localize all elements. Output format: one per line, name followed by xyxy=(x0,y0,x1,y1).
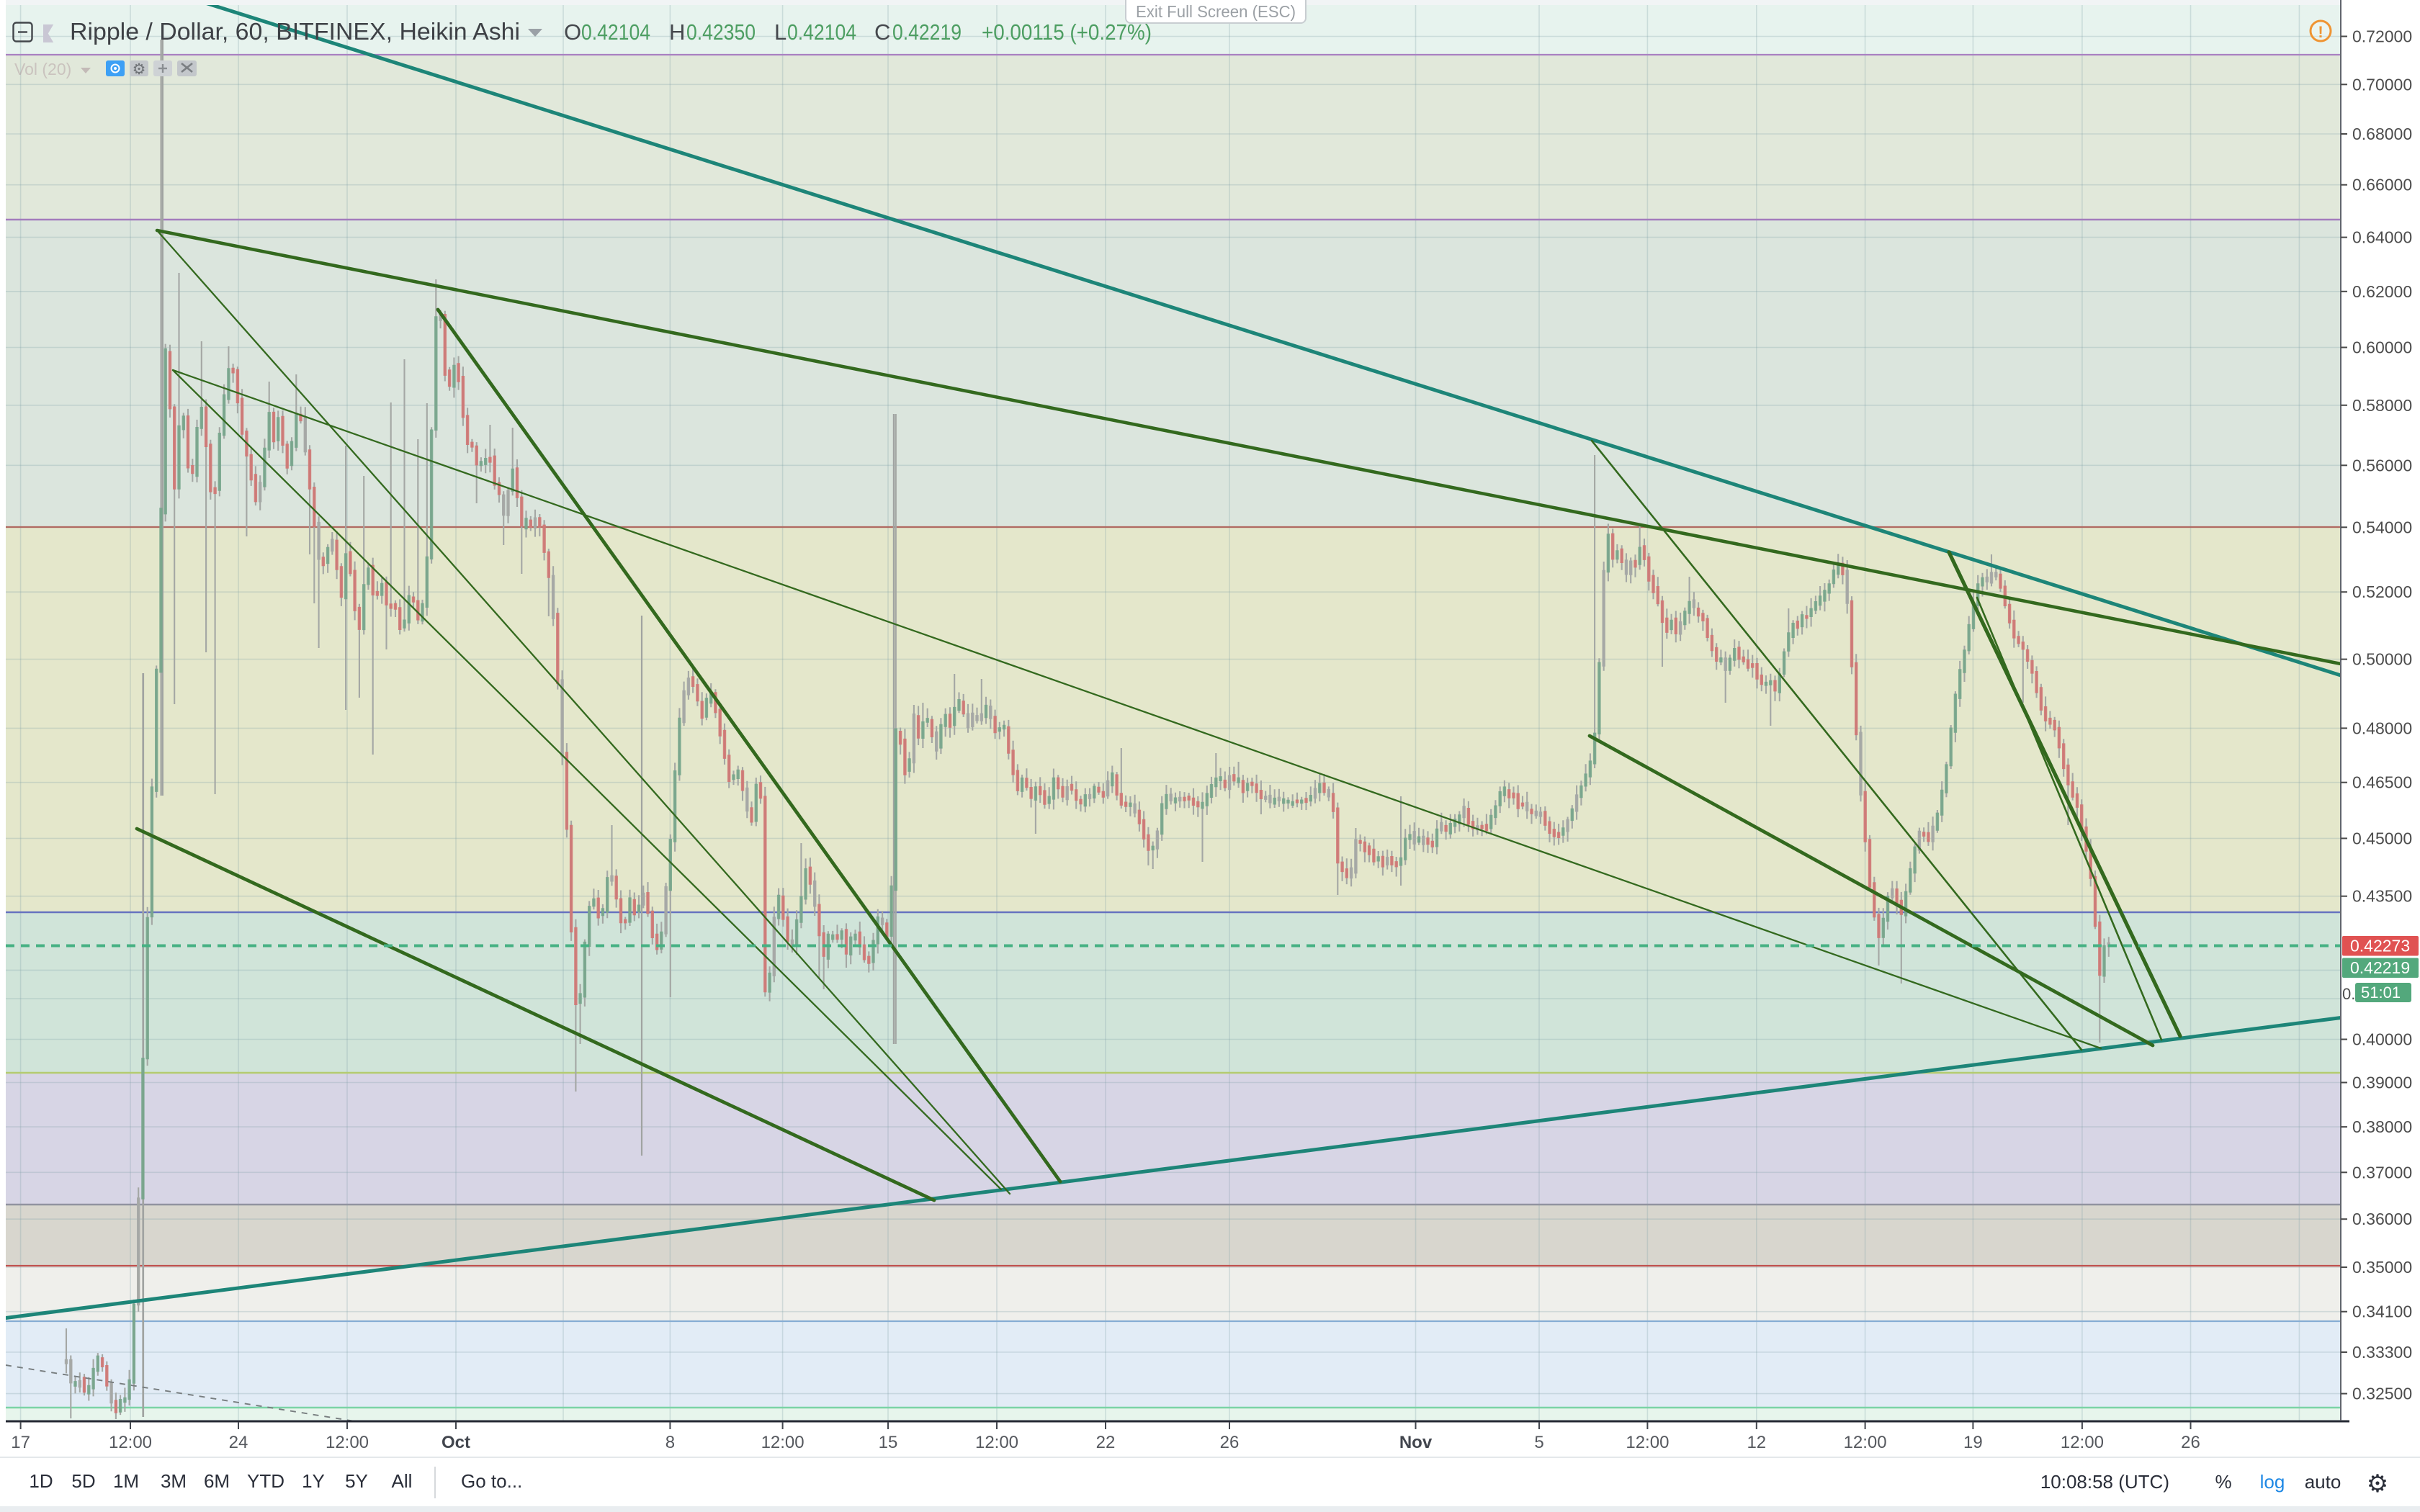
svg-text:⚙: ⚙ xyxy=(133,61,146,78)
svg-text:5D: 5D xyxy=(71,1470,95,1492)
svg-text:auto: auto xyxy=(2305,1471,2341,1493)
svg-text:0.58000: 0.58000 xyxy=(2352,396,2412,415)
svg-text:All: All xyxy=(392,1470,413,1492)
svg-text:0.42350: 0.42350 xyxy=(686,19,756,45)
svg-text:Oct: Oct xyxy=(442,1433,470,1452)
svg-text:!: ! xyxy=(2318,23,2323,41)
svg-text:0.42219: 0.42219 xyxy=(892,19,962,45)
svg-text:0.42219: 0.42219 xyxy=(2350,958,2410,977)
svg-text:0.52000: 0.52000 xyxy=(2352,582,2412,601)
svg-text:YTD: YTD xyxy=(247,1470,284,1492)
svg-text:26: 26 xyxy=(2181,1433,2200,1452)
svg-text:0.36000: 0.36000 xyxy=(2352,1210,2412,1228)
svg-text:19: 19 xyxy=(1963,1433,1983,1452)
svg-text:12:00: 12:00 xyxy=(326,1433,369,1452)
svg-text:5Y: 5Y xyxy=(345,1470,368,1492)
svg-text:12:00: 12:00 xyxy=(2061,1433,2104,1452)
svg-text:0.34100: 0.34100 xyxy=(2352,1302,2412,1321)
svg-text:0.33300: 0.33300 xyxy=(2352,1343,2412,1362)
svg-text:12:00: 12:00 xyxy=(761,1433,805,1452)
svg-text:0.48000: 0.48000 xyxy=(2352,719,2412,737)
svg-text:0.42104: 0.42104 xyxy=(581,19,650,45)
svg-text:12: 12 xyxy=(1747,1433,1766,1452)
svg-text:0.43500: 0.43500 xyxy=(2352,887,2412,906)
svg-text:12:00: 12:00 xyxy=(1844,1433,1887,1452)
svg-text:0.64000: 0.64000 xyxy=(2352,228,2412,247)
svg-text:log: log xyxy=(2260,1471,2285,1493)
svg-text:Nov: Nov xyxy=(1399,1433,1433,1452)
svg-text:Vol (20): Vol (20) xyxy=(14,60,71,78)
svg-text:5: 5 xyxy=(1534,1433,1543,1452)
svg-text:17: 17 xyxy=(11,1433,30,1452)
svg-text:C: C xyxy=(874,19,890,45)
svg-text:51:01: 51:01 xyxy=(2361,984,2401,1002)
svg-text:1Y: 1Y xyxy=(302,1470,325,1492)
svg-text:0.56000: 0.56000 xyxy=(2352,456,2412,474)
svg-text:0.42104: 0.42104 xyxy=(787,19,856,45)
svg-text:8: 8 xyxy=(666,1433,675,1452)
svg-text:0.60000: 0.60000 xyxy=(2352,338,2412,357)
svg-text:0.46500: 0.46500 xyxy=(2352,773,2412,792)
svg-text:0.62000: 0.62000 xyxy=(2352,282,2412,301)
svg-text:Go to...: Go to... xyxy=(461,1470,522,1492)
svg-text:1M: 1M xyxy=(113,1470,139,1492)
svg-text:0.50000: 0.50000 xyxy=(2352,650,2412,669)
svg-text:10:08:58 (UTC): 10:08:58 (UTC) xyxy=(2040,1471,2169,1493)
svg-text:Exit Full Screen (ESC): Exit Full Screen (ESC) xyxy=(1136,2,1296,21)
svg-text:O: O xyxy=(564,19,581,45)
svg-text:L: L xyxy=(774,19,786,45)
svg-text:0.70000: 0.70000 xyxy=(2352,75,2412,94)
svg-text:0.68000: 0.68000 xyxy=(2352,125,2412,143)
svg-text:%: % xyxy=(2215,1471,2231,1493)
svg-text:3M: 3M xyxy=(161,1470,187,1492)
svg-text:0.38000: 0.38000 xyxy=(2352,1117,2412,1136)
svg-text:0.39000: 0.39000 xyxy=(2352,1074,2412,1092)
svg-text:⚙: ⚙ xyxy=(2367,1470,2388,1498)
svg-text:0.45000: 0.45000 xyxy=(2352,829,2412,847)
svg-text:0.54000: 0.54000 xyxy=(2352,518,2412,536)
svg-text:12:00: 12:00 xyxy=(1626,1433,1669,1452)
svg-text:0.35000: 0.35000 xyxy=(2352,1258,2412,1277)
svg-text:12:00: 12:00 xyxy=(109,1433,152,1452)
svg-text:24: 24 xyxy=(229,1433,248,1452)
svg-text:0.72000: 0.72000 xyxy=(2352,27,2412,46)
svg-text:Ripple / Dollar, 60, BITFINEX,: Ripple / Dollar, 60, BITFINEX, Heikin As… xyxy=(70,18,520,45)
svg-text:0.: 0. xyxy=(2342,985,2355,1003)
svg-text:0.32500: 0.32500 xyxy=(2352,1385,2412,1403)
svg-text:0.66000: 0.66000 xyxy=(2352,176,2412,194)
svg-text:12:00: 12:00 xyxy=(975,1433,1018,1452)
svg-text:1D: 1D xyxy=(29,1470,53,1492)
svg-text:0.37000: 0.37000 xyxy=(2352,1163,2412,1182)
svg-text:22: 22 xyxy=(1096,1433,1116,1452)
svg-text:26: 26 xyxy=(1220,1433,1240,1452)
svg-text:15: 15 xyxy=(879,1433,898,1452)
svg-text:+0.00115 (+0.27%): +0.00115 (+0.27%) xyxy=(982,19,1152,45)
svg-text:6M: 6M xyxy=(204,1470,230,1492)
svg-text:0.42273: 0.42273 xyxy=(2350,937,2410,955)
svg-text:H: H xyxy=(669,19,685,45)
svg-text:0.40000: 0.40000 xyxy=(2352,1030,2412,1049)
